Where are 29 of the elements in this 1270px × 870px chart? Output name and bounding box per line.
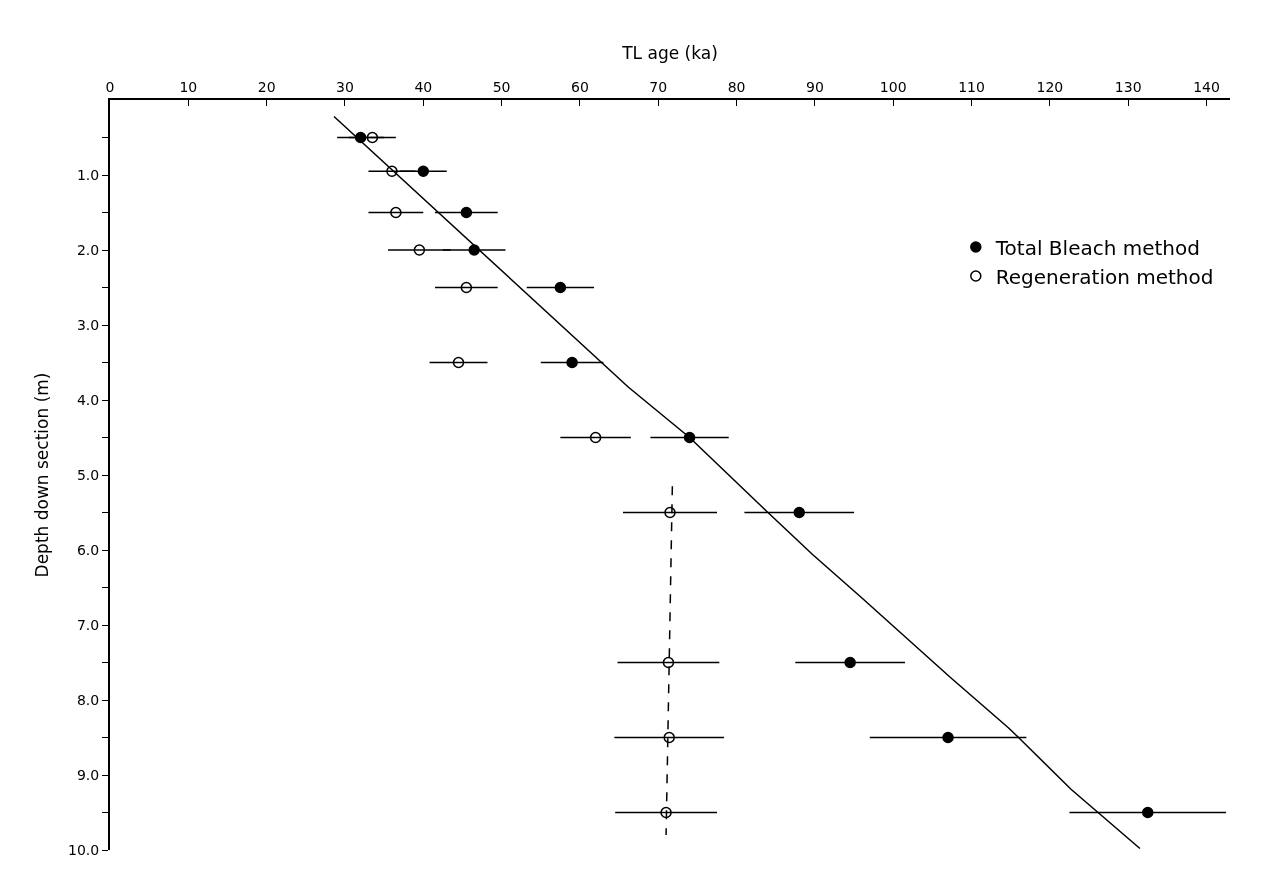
legend-label: Total Bleach method <box>994 235 1200 260</box>
y-tick-label: 5.0 <box>76 466 100 483</box>
x-tick-label: 30 <box>336 79 354 96</box>
y-tick-label: 8.0 <box>76 691 100 708</box>
x-tick-label: 120 <box>1036 79 1064 96</box>
x-tick-label: 0 <box>105 79 115 96</box>
x-tick-label: 10 <box>179 79 198 96</box>
x-tick-label: 70 <box>649 79 668 96</box>
x-tick-label: 100 <box>879 79 907 96</box>
y-tick-label: 2.0 <box>76 241 100 258</box>
x-tick-label: 80 <box>727 79 746 96</box>
x-tick-label: 20 <box>257 79 276 96</box>
y-tick-label: 6.0 <box>76 541 100 558</box>
legend-label: Regeneration method <box>995 264 1214 289</box>
y-tick-label: 1.0 <box>76 166 100 183</box>
x-tick-label: 110 <box>958 79 985 96</box>
y-axis-title: Depth down section (m) <box>32 372 53 578</box>
y-tick-label: 4.0 <box>76 391 100 408</box>
y-tick-label: 3.0 <box>76 316 100 333</box>
y-tick-label: 10.0 <box>68 841 100 858</box>
y-tick-label: 7.0 <box>76 616 100 633</box>
y-tick-label: 9.0 <box>76 766 100 783</box>
x-tick-label: 60 <box>571 79 589 96</box>
x-tick-label: 50 <box>492 79 511 96</box>
x-axis-title: TL age (ka) <box>621 43 718 64</box>
x-tick-label: 130 <box>1114 79 1142 96</box>
x-tick-label: 40 <box>414 79 433 96</box>
x-tick-label: 90 <box>805 79 824 96</box>
x-tick-label: 140 <box>1193 79 1220 96</box>
